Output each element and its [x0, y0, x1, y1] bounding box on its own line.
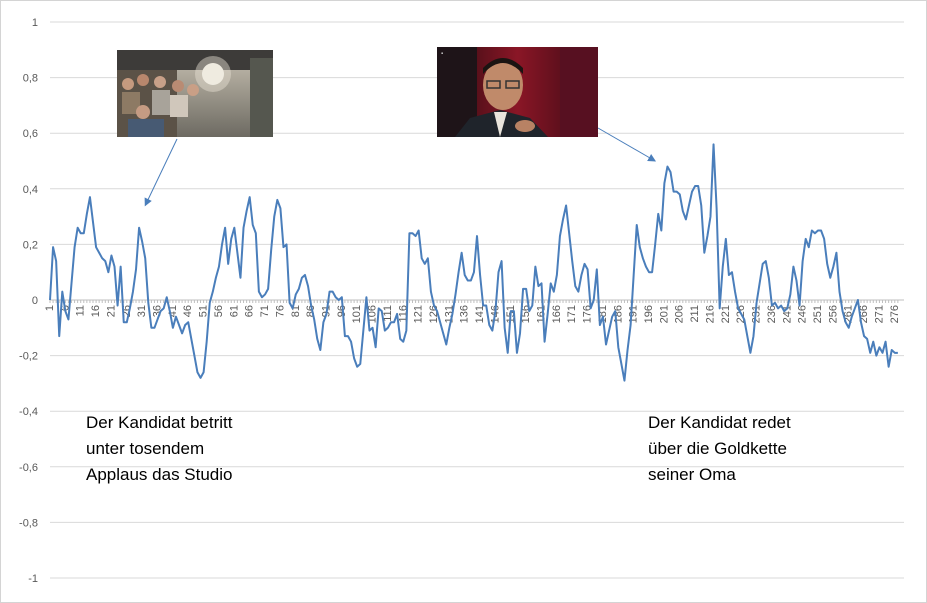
x-tick-label: 221	[720, 305, 732, 323]
annotation-text-line: Applaus das Studio	[86, 465, 233, 484]
annotation-layer: Der Kandidat betritt unter tosendem Applau…	[86, 127, 791, 484]
y-tick-label: 0,8	[23, 73, 38, 85]
annotation-1: Der Kandidat betritt unter tosendem Applau…	[86, 138, 233, 484]
x-tick-label: 21	[105, 305, 117, 317]
x-tick-label: 196	[643, 305, 655, 323]
x-tick-label: 106	[367, 305, 379, 323]
annotation-text-line: über die Goldkette	[648, 439, 787, 458]
x-tick-label: 101	[351, 305, 363, 323]
studio-audience-photo	[117, 50, 273, 137]
x-tick-label: 61	[228, 305, 240, 317]
x-tick-label: 121	[413, 305, 425, 323]
x-tick-label: 271	[873, 305, 885, 323]
x-tick-label: 71	[259, 305, 271, 317]
x-tick-label: 166	[551, 305, 563, 323]
svg-text:▪: ▪	[441, 51, 443, 57]
x-tick-label: 141	[474, 305, 486, 323]
x-tick-label: 201	[658, 305, 670, 323]
x-tick-label: 16	[90, 305, 102, 317]
y-tick-label: 0	[32, 295, 38, 307]
y-tick-label: -0,8	[19, 517, 38, 529]
x-tick-label: 51	[198, 305, 210, 317]
y-tick-label: -1	[28, 573, 38, 585]
x-tick-label: 76	[274, 305, 286, 317]
x-tick-label: 46	[182, 305, 194, 317]
x-tick-label: 96	[336, 305, 348, 317]
y-tick-label: 1	[32, 17, 38, 29]
x-tick-label: 161	[536, 305, 548, 323]
x-tick-label: 231	[751, 305, 763, 323]
x-tick-label: 111	[382, 305, 394, 322]
x-tick-label: 31	[136, 305, 148, 317]
x-tick-label: 236	[766, 305, 778, 323]
x-tick-label: 216	[704, 305, 716, 323]
candidate-photo: ▪	[437, 47, 598, 137]
x-tick-label: 256	[827, 305, 839, 323]
annotation-2: Der Kandidat redet über die Goldkette sein…	[597, 127, 791, 484]
series-layer	[49, 143, 898, 382]
y-tick-label: -0,2	[19, 351, 38, 363]
x-tick-label: 1	[44, 305, 56, 311]
x-tick-label: 56	[213, 305, 225, 317]
x-tick-label: 176	[582, 305, 594, 323]
y-axis-ticks: 1 0,8 0,6 0,4 0,2 0 -0,2 -0,4 -0,6 -0,8 -1	[19, 17, 38, 585]
x-tick-label: 251	[812, 305, 824, 323]
x-tick-label: 191	[628, 305, 640, 323]
annotation-text-line: Der Kandidat redet	[648, 413, 791, 432]
annotation-text-line: Der Kandidat betritt	[86, 413, 233, 432]
annotation-arrow	[144, 138, 178, 207]
x-tick-label: 246	[797, 305, 809, 323]
x-tick-label: 276	[889, 305, 901, 323]
y-tick-label: -0,4	[19, 406, 38, 418]
x-tick-label: 211	[689, 305, 701, 323]
y-tick-label: 0,2	[23, 239, 38, 251]
y-tick-label: -0,6	[19, 462, 38, 474]
x-tick-label: 206	[674, 305, 686, 323]
x-tick-label: 136	[459, 305, 471, 323]
annotation-text-line: seiner Oma	[648, 465, 736, 484]
x-tick-label: 11	[75, 305, 87, 316]
annotation-arrow	[597, 127, 657, 162]
x-tick-label: 86	[305, 305, 317, 317]
y-tick-label: 0,6	[23, 128, 38, 140]
y-tick-label: 0,4	[23, 184, 38, 196]
x-tick-label: 66	[244, 305, 256, 317]
series-line	[49, 143, 898, 382]
annotation-text-line: unter tosendem	[86, 439, 204, 458]
gridlines	[50, 21, 904, 579]
x-tick-label: 171	[566, 305, 578, 323]
